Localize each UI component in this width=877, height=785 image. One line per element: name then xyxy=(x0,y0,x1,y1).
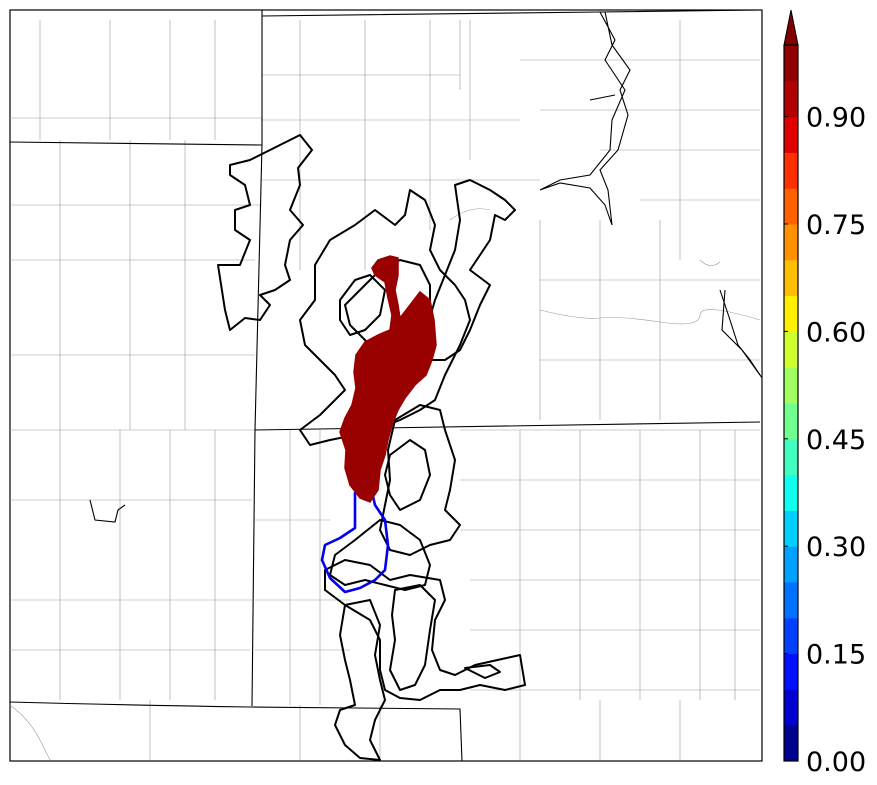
colorbar-segment xyxy=(784,403,798,440)
contour-12 xyxy=(464,664,501,679)
colorbar-segment xyxy=(784,438,798,476)
colorbar-segment xyxy=(784,224,798,261)
colorbar-extend-arrow xyxy=(783,9,799,46)
colorbar-segment xyxy=(784,582,798,619)
colorbar-segment xyxy=(784,474,798,511)
colorbar-tick-label: 0.90 xyxy=(806,103,866,134)
colorbar-tick-label: 0.45 xyxy=(806,425,866,456)
colorbar-tick-label: 0.30 xyxy=(806,532,866,563)
colorbar-segment xyxy=(784,367,798,404)
colorbar-segment xyxy=(784,617,798,655)
filled-probability-region xyxy=(339,255,437,503)
colorbar-tick-label: 0.75 xyxy=(806,210,866,241)
colorbar-segment xyxy=(784,689,798,726)
colorbar-segment xyxy=(784,510,798,547)
colorbar-segment xyxy=(784,116,798,153)
colorbar-segment xyxy=(784,295,798,332)
colorbar-tick-label: 0.60 xyxy=(806,317,866,348)
colorbar-segment xyxy=(784,259,798,297)
contour-9 xyxy=(324,559,526,701)
contour-10 xyxy=(334,599,386,761)
contour-3 xyxy=(424,179,516,361)
contour-1 xyxy=(217,134,313,331)
contour-11 xyxy=(389,584,436,691)
colorbar-segment xyxy=(784,188,798,225)
contour-7 xyxy=(384,439,431,511)
colorbar-segments xyxy=(784,45,798,762)
colorbar-segment xyxy=(784,546,798,583)
colorbar-segment xyxy=(784,331,798,368)
county-lines xyxy=(9,20,761,761)
colorbar-segment xyxy=(784,653,798,690)
colorbar-tick-label: 0.15 xyxy=(806,640,866,671)
contour-6 xyxy=(379,404,461,556)
colorbar-segment xyxy=(784,152,798,189)
state-borders xyxy=(9,9,763,762)
contour-2 xyxy=(299,189,471,446)
colorbar-segment xyxy=(784,80,798,118)
colorbar-ticks: 0.00 0.15 0.30 0.45 0.60 0.75 0.90 xyxy=(784,103,866,778)
colorbar-tick-label: 0.00 xyxy=(806,747,866,778)
colorbar-segment xyxy=(784,45,798,82)
colorbar-segment xyxy=(784,725,798,762)
blue-contour xyxy=(320,491,390,594)
colorbar-frame xyxy=(783,44,799,762)
contour-5 xyxy=(339,274,386,336)
